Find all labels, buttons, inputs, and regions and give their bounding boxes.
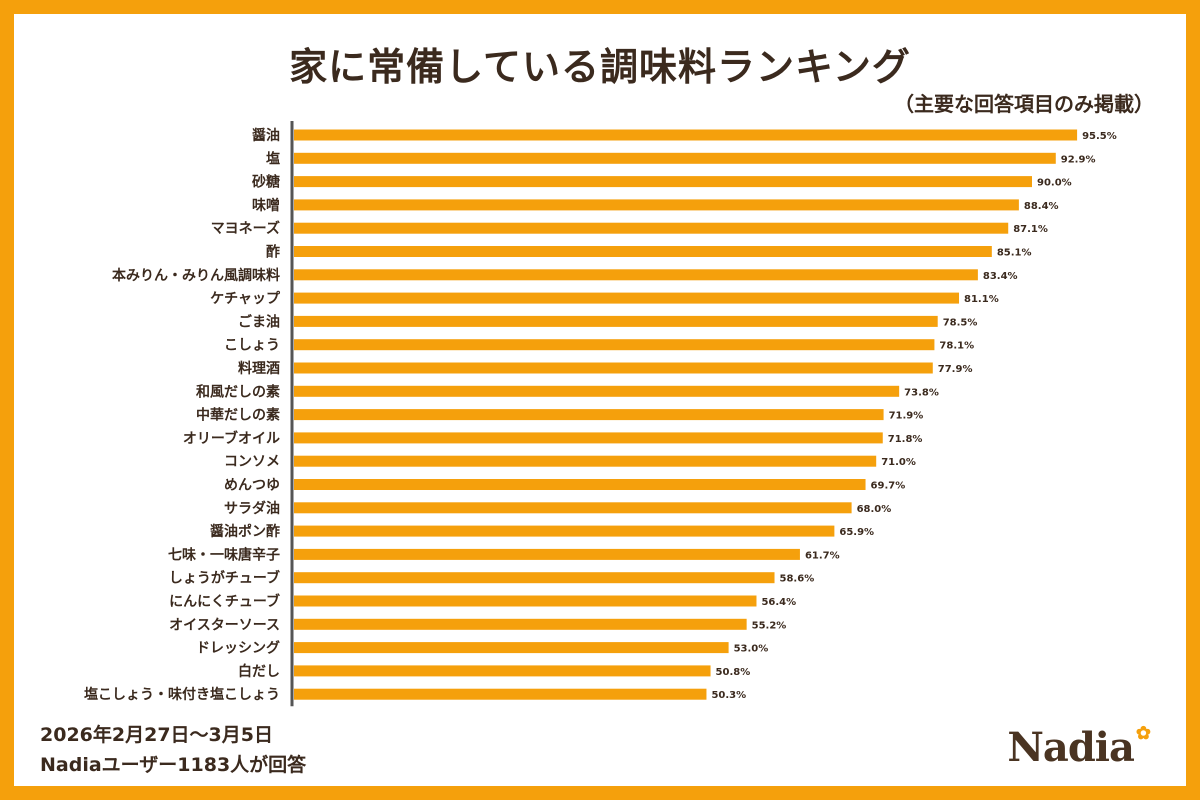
bar	[294, 642, 729, 654]
bar	[294, 269, 978, 281]
value-label: 68.0%	[857, 504, 892, 515]
category-label: 醤油ポン酢	[210, 523, 280, 540]
value-label: 83.4%	[983, 271, 1018, 282]
value-label: 90.0%	[1037, 178, 1072, 189]
category-label: めんつゆ	[224, 478, 280, 494]
value-label: 92.9%	[1061, 154, 1096, 165]
category-label: 塩こしょう・味付き塩こしょう	[84, 686, 280, 703]
value-label: 65.9%	[839, 527, 874, 538]
category-label: しょうがチューブ	[169, 570, 280, 587]
bar	[294, 618, 747, 630]
category-label: 料理酒	[238, 360, 280, 377]
bar	[294, 292, 960, 304]
category-label: ごま油	[238, 313, 280, 330]
bar	[294, 362, 933, 374]
bar	[294, 595, 757, 607]
logo-text: Nadia	[1007, 724, 1135, 771]
category-label: 醤油	[252, 127, 280, 144]
category-label: 酢	[266, 244, 280, 261]
category-label: 白だし	[238, 663, 280, 680]
category-label: オリーブオイル	[183, 430, 280, 447]
bar	[294, 129, 1078, 141]
value-label: 71.0%	[881, 457, 916, 468]
chart-title: 家に常備している調味料ランキング	[289, 45, 911, 89]
survey-date-range: 2026年2月27日～3月5日	[40, 724, 273, 746]
value-label: 85.1%	[997, 248, 1032, 259]
bar	[294, 432, 883, 444]
value-label: 56.4%	[761, 597, 796, 608]
bar	[294, 502, 852, 514]
value-label: 88.4%	[1024, 201, 1059, 212]
category-label: マヨネーズ	[211, 220, 280, 237]
value-label: 58.6%	[780, 574, 815, 585]
nadia-logo: Nadia ✿	[1007, 723, 1151, 771]
value-label: 71.8%	[888, 434, 923, 445]
bar	[294, 222, 1009, 234]
value-label: 53.0%	[734, 644, 769, 655]
category-label: オイスターソース	[169, 617, 280, 633]
bar	[294, 479, 866, 490]
bar	[294, 339, 935, 351]
category-label: 和風だしの素	[196, 383, 280, 400]
category-label: ドレッシング	[196, 640, 280, 657]
value-label: 69.7%	[871, 481, 906, 492]
bar	[294, 385, 900, 397]
value-label: 78.1%	[939, 341, 974, 352]
bar	[294, 548, 800, 560]
value-label: 61.7%	[805, 550, 840, 561]
value-label: 81.1%	[964, 294, 999, 305]
category-label: 塩	[266, 150, 280, 167]
category-label: 本みりん・みりん風調味料	[112, 267, 280, 284]
bar	[294, 572, 775, 584]
value-label: 50.3%	[711, 690, 746, 701]
bar	[294, 525, 835, 537]
value-label: 95.5%	[1082, 131, 1117, 142]
flower-icon: ✿	[1135, 723, 1151, 744]
value-label: 73.8%	[904, 387, 939, 398]
bar	[294, 688, 707, 700]
category-label: コンソメ	[224, 454, 280, 470]
survey-respondents: Nadiaユーザー1183人が回答	[40, 754, 307, 776]
category-label: ケチャップ	[210, 291, 281, 307]
category-label: にんにくチューブ	[169, 593, 280, 610]
bar	[294, 199, 1019, 211]
value-label: 87.1%	[1013, 224, 1048, 235]
bar	[294, 246, 992, 257]
chart-subtitle: （主要な回答項目のみ掲載）	[894, 92, 1154, 116]
value-label: 50.8%	[716, 667, 751, 678]
category-label: サラダ油	[224, 500, 280, 517]
value-label: 77.9%	[938, 364, 973, 375]
bar	[294, 176, 1032, 188]
bar	[294, 315, 938, 327]
bar	[294, 409, 884, 421]
bar	[294, 665, 711, 677]
bar	[294, 455, 877, 467]
value-label: 78.5%	[943, 317, 978, 328]
value-label: 71.9%	[889, 411, 924, 422]
bar	[294, 152, 1056, 164]
category-label: 七味・一味唐辛子	[168, 546, 280, 563]
category-label: 味噌	[252, 197, 280, 214]
category-label: 砂糖	[251, 174, 280, 191]
category-label: こしょう	[224, 338, 280, 354]
category-label: 中華だしの素	[196, 407, 280, 424]
value-label: 55.2%	[752, 620, 787, 631]
